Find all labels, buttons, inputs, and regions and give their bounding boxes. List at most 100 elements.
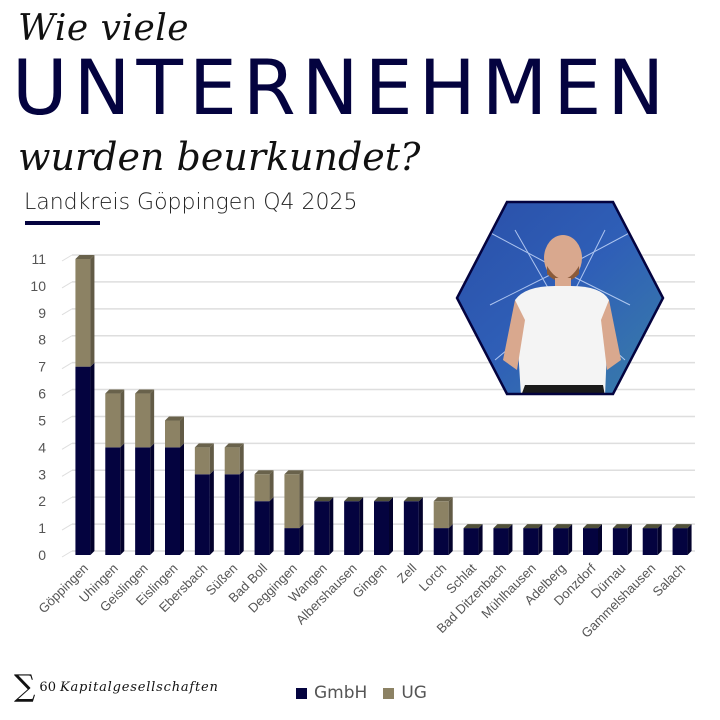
y-axis-ticks: 0 1 2 3 4 5 6 7 8 9 10 11 (30, 251, 46, 563)
bar-side (209, 470, 214, 555)
bar-top (523, 524, 543, 529)
bar-side (359, 497, 364, 555)
bar-front (314, 501, 330, 555)
legend-swatch-gmbh (296, 687, 307, 699)
bar-segment-ug (75, 255, 95, 367)
bar-top (403, 497, 423, 502)
bar-top (672, 524, 692, 529)
bar-front (672, 528, 688, 555)
bar-side (120, 443, 125, 555)
bar-side (478, 524, 483, 555)
bar-segment-gmbh (374, 497, 393, 555)
bar-front (403, 501, 419, 555)
bar-front (523, 528, 539, 555)
bar-side (180, 443, 184, 555)
bar-side (269, 470, 274, 502)
bar-front (165, 420, 180, 448)
bar-segment-gmbh (463, 524, 483, 555)
bar-top (612, 524, 632, 529)
bar-top (135, 389, 155, 394)
x-tick-label: Gingen (349, 561, 389, 601)
grid-line-perspective (61, 308, 73, 316)
bar-segment-ug (105, 389, 125, 448)
bar-segment-ug (254, 470, 274, 502)
bar-segment-gmbh (135, 443, 155, 555)
bar-top (463, 524, 483, 529)
y-tick-label: 8 (38, 332, 46, 348)
bar-front (284, 528, 300, 555)
bar-segment-gmbh (642, 524, 662, 555)
bar-segment-gmbh (224, 470, 244, 555)
y-tick-label: 3 (38, 466, 46, 482)
bar-front (433, 528, 449, 555)
total-count: 60 (39, 679, 56, 695)
bar-side (329, 497, 334, 555)
bar-front (105, 447, 121, 555)
bar-segment-gmbh (523, 524, 543, 555)
bar-front (135, 393, 151, 448)
subtitle-underline (25, 221, 100, 225)
grid-line-perspective (61, 254, 73, 262)
portrait-photo (455, 200, 665, 396)
legend-item-gmbh: GmbH (296, 683, 367, 703)
bars (75, 255, 692, 555)
bar-front (433, 501, 449, 529)
y-tick-label: 4 (38, 439, 46, 455)
bar-segment-ug (224, 443, 244, 475)
bar-segment-ug (433, 497, 453, 529)
y-tick-label: 7 (38, 359, 46, 375)
headline-main: UNTERNEHMEN (12, 43, 671, 132)
x-tick-label: Zell (394, 560, 419, 585)
bar-segment-gmbh (553, 524, 573, 555)
bar-segment-gmbh (105, 443, 125, 555)
bar-side (150, 389, 155, 448)
bar-side (598, 524, 602, 555)
bar-segment-ug (165, 416, 184, 448)
grid-line-perspective (61, 362, 73, 370)
bar-segment-ug (284, 470, 304, 529)
bar-top (105, 389, 125, 394)
bar-side (448, 497, 453, 529)
bar-side (389, 497, 393, 555)
bar-side (568, 524, 573, 555)
bar-side (239, 443, 244, 475)
bar-front (344, 501, 360, 555)
bar-front (75, 366, 91, 555)
bar-front (165, 447, 180, 555)
bar-front (105, 393, 121, 448)
bar-top (194, 443, 214, 448)
bar-top (583, 524, 602, 529)
bar-segment-gmbh (284, 524, 304, 555)
bar-side (209, 443, 214, 475)
bar-side (90, 362, 95, 555)
bar-front (612, 528, 628, 555)
bar-front (553, 528, 569, 555)
bar-segment-gmbh (672, 524, 692, 555)
bar-side (299, 524, 304, 555)
grid-line-perspective (61, 523, 73, 531)
bar-top (165, 416, 184, 421)
bar-top (224, 443, 244, 448)
total-summary: ∑ 60 Kapitalgesellschaften (14, 672, 219, 702)
bar-segment-ug (135, 389, 155, 448)
y-tick-label: 2 (38, 493, 46, 509)
bar-segment-gmbh (254, 497, 274, 555)
bar-front (254, 474, 270, 502)
bar-segment-gmbh (314, 497, 334, 555)
bar-front (583, 528, 598, 555)
bar-segment-ug (194, 443, 214, 475)
bar-side (90, 255, 95, 367)
bar-segment-gmbh (194, 470, 214, 555)
bar-front (642, 528, 658, 555)
bar-top (493, 524, 513, 529)
stacked-bar-chart: 0 1 2 3 4 5 6 7 8 9 10 11 GöppingenUhingenGeislinge… (30, 251, 695, 641)
bar-segment-gmbh (403, 497, 423, 555)
bar-front (194, 474, 210, 555)
grid-line-perspective (61, 469, 73, 477)
bar-front (254, 501, 270, 555)
grid-line-perspective (61, 416, 73, 423)
bar-segment-gmbh (612, 524, 632, 555)
headline-line-3: wurden beurkundet? (18, 135, 421, 179)
bar-segment-gmbh (165, 443, 184, 555)
y-tick-label: 10 (30, 278, 46, 294)
